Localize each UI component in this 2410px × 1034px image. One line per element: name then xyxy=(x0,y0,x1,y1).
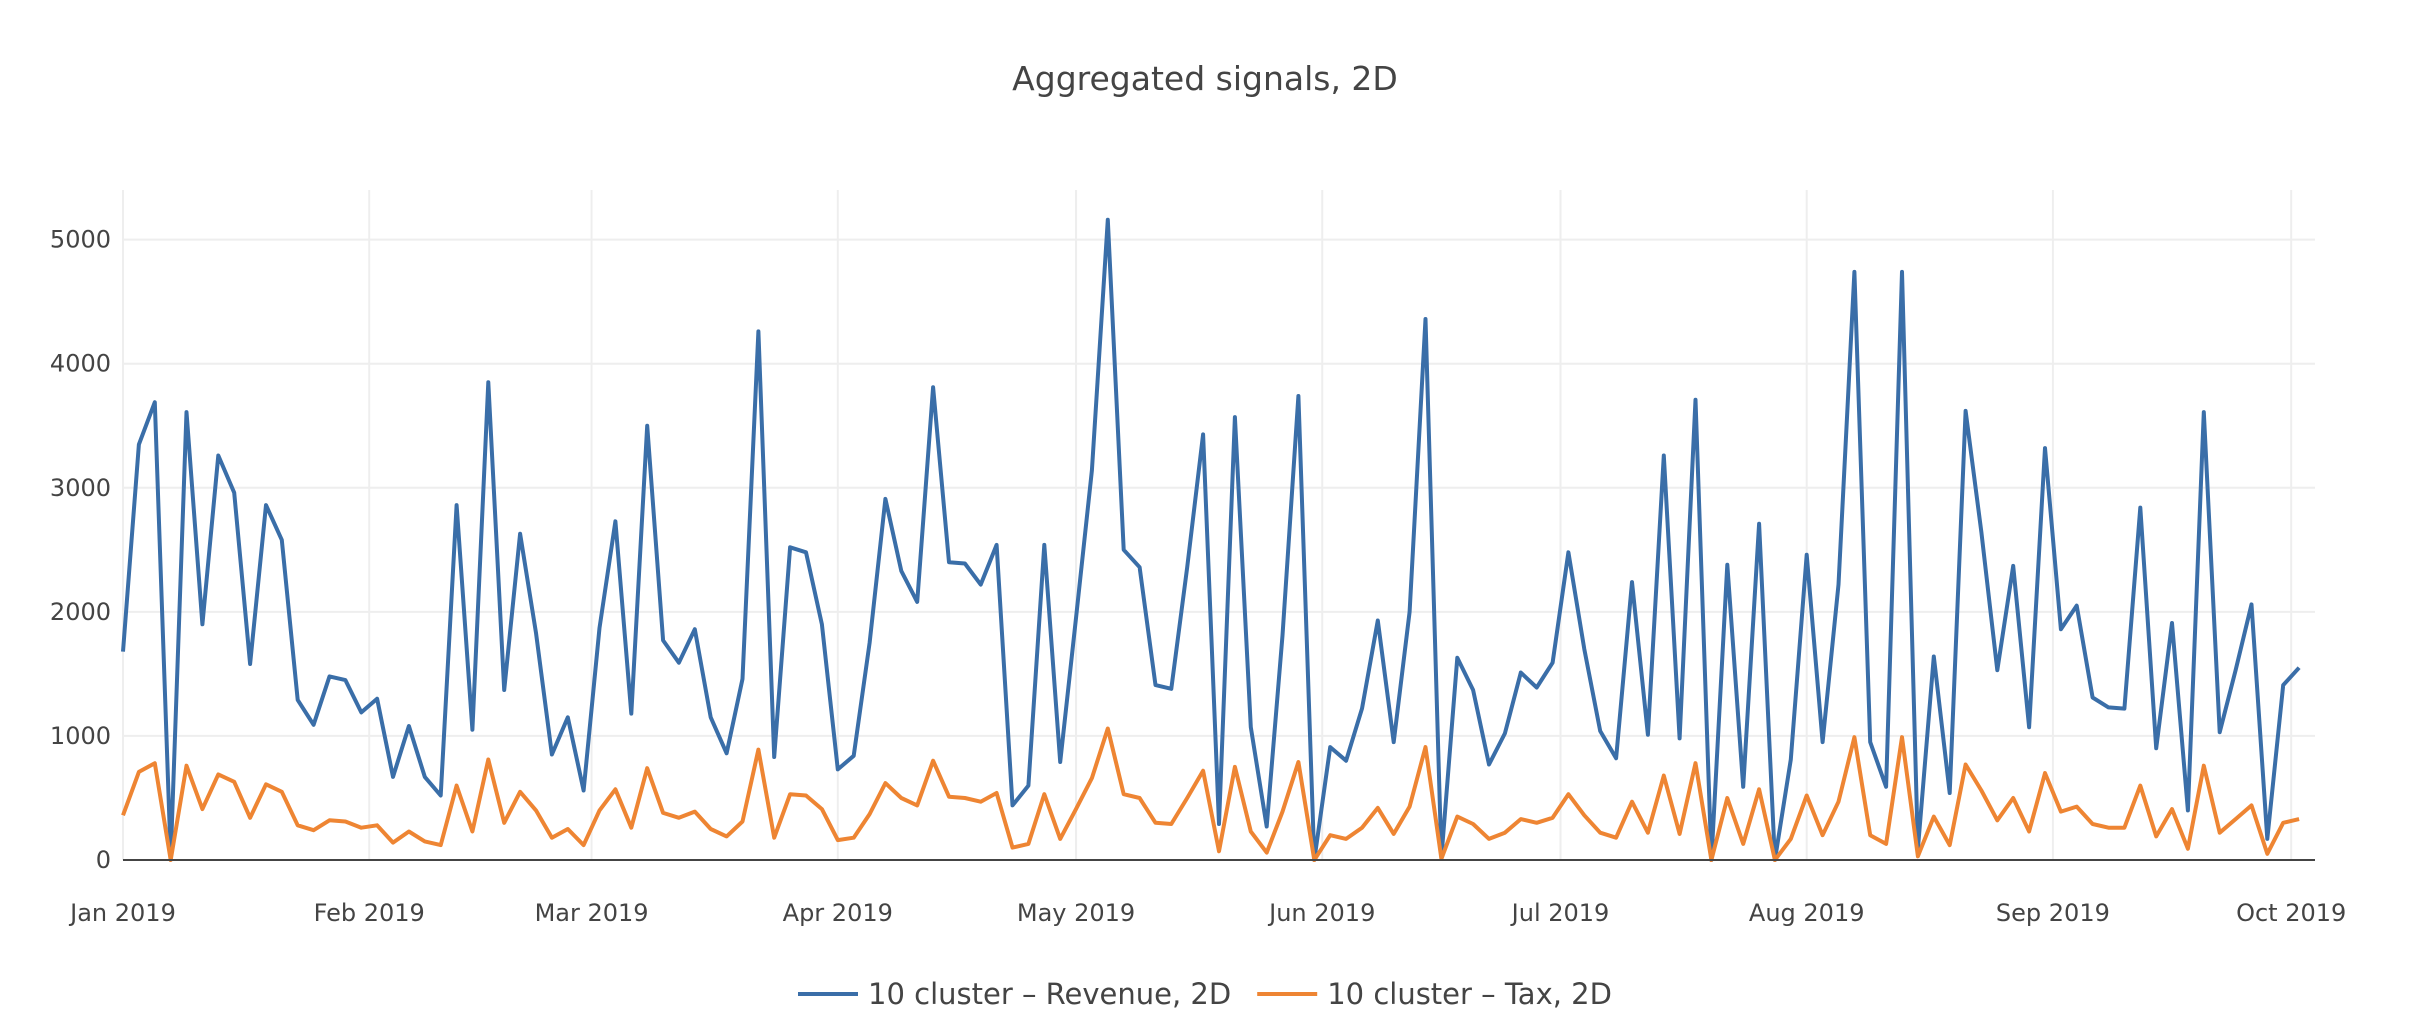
legend-label: 10 cluster – Revenue, 2D xyxy=(868,977,1231,1011)
y-tick-label: 5000 xyxy=(50,226,111,254)
x-tick-label: Jun 2019 xyxy=(1267,899,1375,927)
x-tick-label: Jul 2019 xyxy=(1510,899,1610,927)
x-tick-label: Apr 2019 xyxy=(783,899,893,927)
x-tick-label: Oct 2019 xyxy=(2236,899,2346,927)
y-tick-label: 1000 xyxy=(50,722,111,750)
chart-title: Aggregated signals, 2D xyxy=(1012,59,1398,98)
x-tick-label: Mar 2019 xyxy=(535,899,649,927)
series-layer xyxy=(121,217,2301,862)
x-tick-label: Feb 2019 xyxy=(314,899,425,927)
y-tick-label: 3000 xyxy=(50,474,111,502)
series-line-1 xyxy=(121,217,2301,862)
legend-label: 10 cluster – Tax, 2D xyxy=(1327,977,1612,1011)
series-line-2 xyxy=(121,726,2300,862)
y-tick-label: 2000 xyxy=(50,598,111,626)
legend[interactable]: 10 cluster – Revenue, 2D 10 cluster – Tax… xyxy=(798,977,1612,1011)
legend-item-2[interactable]: 10 cluster – Tax, 2D xyxy=(1257,977,1612,1011)
x-tick-label: Sep 2019 xyxy=(1996,899,2110,927)
legend-item-1[interactable]: 10 cluster – Revenue, 2D xyxy=(798,977,1231,1011)
y-tick-label: 4000 xyxy=(50,350,111,378)
x-tick-label: Aug 2019 xyxy=(1749,899,1865,927)
x-tick-label: Jan 2019 xyxy=(68,899,176,927)
x-tick-label: May 2019 xyxy=(1017,899,1135,927)
axis-layer: Jan 2019 Feb 2019 Mar 2019 Apr 2019 May 2019… xyxy=(50,226,2346,927)
y-tick-label: 0 xyxy=(96,846,111,874)
grid-layer xyxy=(122,190,2315,860)
